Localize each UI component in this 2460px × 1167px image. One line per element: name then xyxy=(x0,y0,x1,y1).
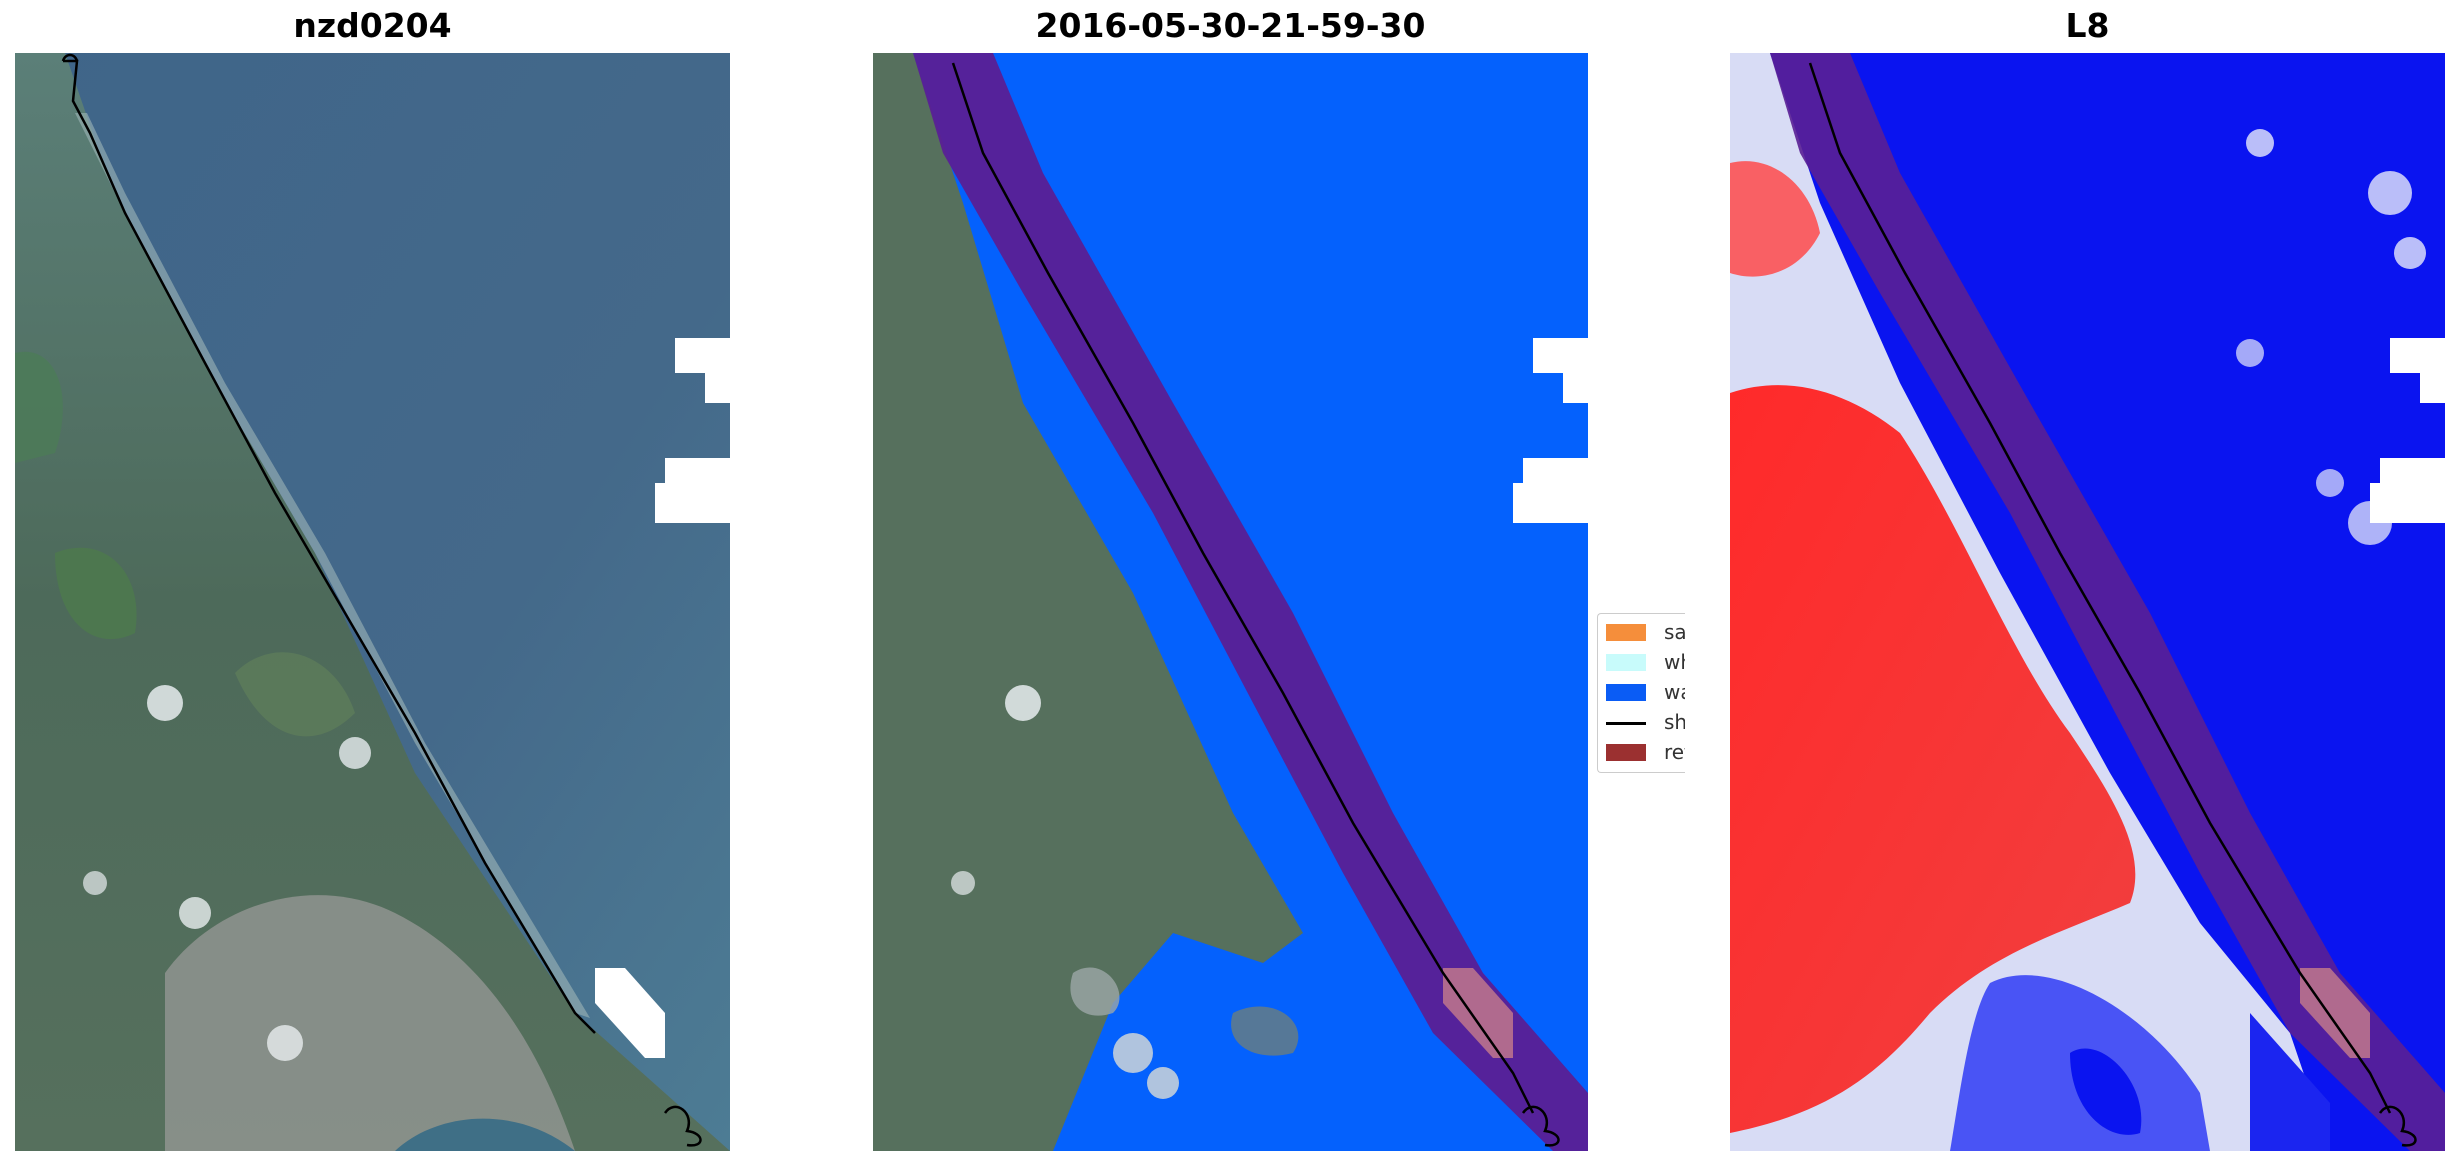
classified-image-panel xyxy=(873,53,1588,1151)
cloud-mask xyxy=(1533,338,1588,403)
legend-item-sand: sand xyxy=(1598,618,1685,644)
legend-label: water xyxy=(1664,680,1685,704)
shoreline xyxy=(63,59,596,1034)
cloud-mask xyxy=(2390,338,2445,403)
legend-label: sand xyxy=(1664,620,1685,644)
reference-band xyxy=(913,53,1588,1151)
rgb-image-panel xyxy=(15,53,730,1151)
legend-label: shoreline xyxy=(1664,710,1685,734)
red-region xyxy=(1730,385,2136,1133)
legend-label: reference xyxy=(1664,740,1685,764)
legend-item-water: water xyxy=(1598,678,1685,704)
legend-item-whitewater: whitewater xyxy=(1598,648,1685,674)
land-area xyxy=(15,53,730,1151)
reference-band xyxy=(1770,53,2445,1151)
mudflat-area xyxy=(165,895,575,1151)
reference-swatch xyxy=(1606,744,1646,761)
legend-item-shoreline: shoreline xyxy=(1598,708,1685,734)
sand-swatch xyxy=(1606,624,1646,641)
panel-title-classified: 2016-05-30-21-59-30 xyxy=(1035,6,1426,45)
water-swatch xyxy=(1606,684,1646,701)
shoreline xyxy=(1808,62,2392,1114)
estuary-channel xyxy=(395,1118,575,1151)
panel-title-rgb: nzd0204 xyxy=(293,6,452,45)
index-image xyxy=(1730,53,2445,1151)
classified-image xyxy=(873,53,1588,1151)
whitewater-swatch xyxy=(1606,654,1646,671)
panel-title-index: L8 xyxy=(2065,6,2110,45)
land-area xyxy=(873,53,1303,1151)
shoreline-line xyxy=(1606,722,1646,725)
index-image-panel xyxy=(1730,53,2445,1151)
shoreline xyxy=(951,62,1535,1114)
legend-label: whitewater xyxy=(1664,650,1685,674)
cloud-mask xyxy=(675,338,730,403)
beach-strip xyxy=(75,113,590,1018)
legend-item-reference: reference xyxy=(1598,738,1685,764)
rgb-image xyxy=(15,53,730,1151)
legend: sand whitewater water shoreline referenc… xyxy=(1597,613,1685,773)
